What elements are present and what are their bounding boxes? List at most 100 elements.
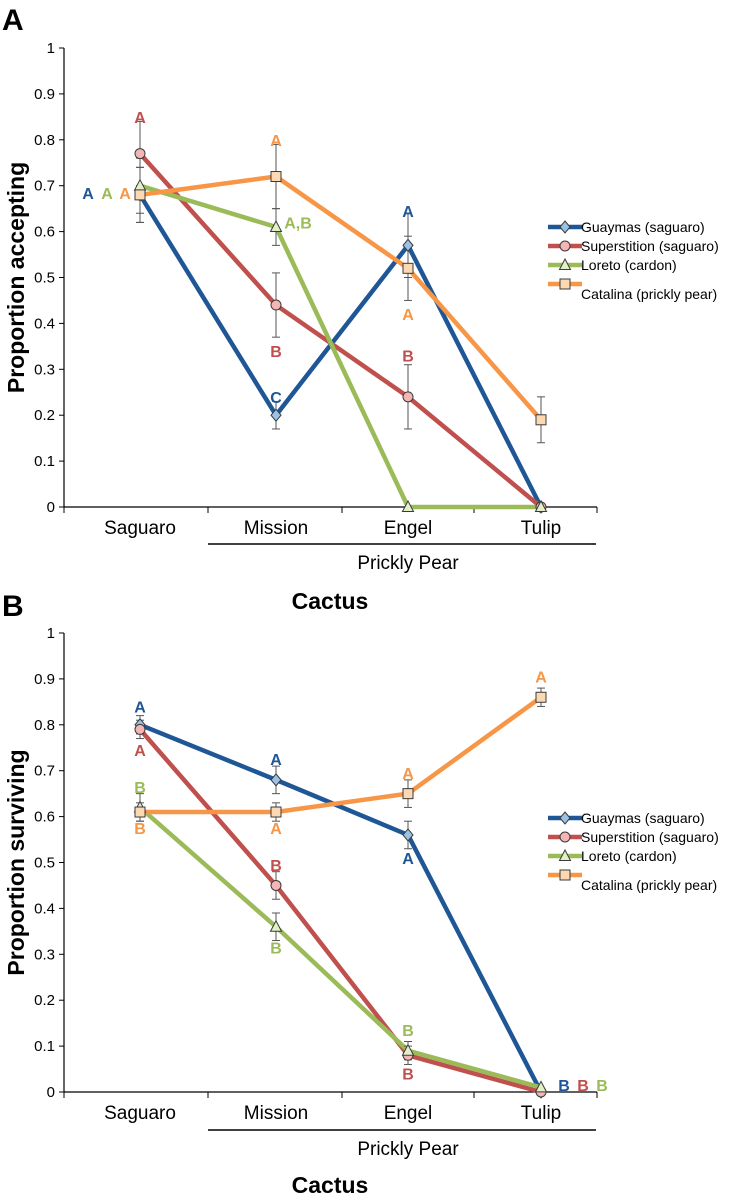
- significance-letter: B: [270, 344, 282, 361]
- legend-marker-loreto-cardon: [558, 848, 572, 861]
- point-superstition-saguaro-saguaro: [134, 148, 146, 160]
- y-tick-label: 0.5: [34, 855, 55, 872]
- significance-letter: A: [402, 204, 414, 221]
- point-loreto-cardon-tulip: [534, 499, 548, 512]
- point-guaymas-saguaro-mission: [270, 773, 282, 787]
- category-label-engel: Engel: [384, 1103, 433, 1124]
- point-loreto-cardon-mission: [269, 219, 283, 233]
- legend-marker-catalina-prickly-pear: [559, 278, 571, 290]
- y-tick-label: 0.3: [34, 361, 55, 378]
- x-axis-title: Cactus: [292, 588, 369, 614]
- point-catalina-prickly-pear-tulip: [535, 414, 547, 426]
- legend-label-loreto-cardon: Loreto (cardon): [581, 257, 677, 273]
- significance-letter: A: [82, 186, 94, 203]
- significance-letter: A: [270, 133, 282, 150]
- significance-letter: B: [577, 1078, 589, 1095]
- point-catalina-prickly-pear-tulip: [535, 691, 547, 703]
- category-label-saguaro: Saguaro: [104, 1103, 176, 1124]
- category-label-tulip: Tulip: [521, 518, 561, 539]
- legend-marker-catalina-prickly-pear: [559, 869, 571, 881]
- point-superstition-saguaro-mission: [270, 299, 282, 311]
- legend-label-guaymas-saguaro: Guaymas (saguaro): [581, 219, 705, 235]
- category-label-tulip: Tulip: [521, 1103, 561, 1124]
- significance-letter: B: [270, 940, 282, 957]
- significance-letter: B: [596, 1078, 608, 1095]
- y-tick-label: 0.7: [34, 178, 55, 195]
- significance-letter: A: [119, 186, 131, 203]
- y-tick-label: 0.3: [34, 946, 55, 963]
- y-tick-label: 1: [47, 625, 55, 642]
- significance-letter: A: [134, 110, 146, 127]
- panel-a: A 0 0.1 0.2 0.3 0.4 0.5 0.6 0.7 0.8 0.9 1 Saguaro Mis…: [2, 4, 719, 614]
- y-tick-label: 0.4: [34, 315, 55, 332]
- panel-letter: A: [2, 4, 24, 37]
- point-catalina-prickly-pear-mission: [270, 171, 282, 183]
- y-tick-label: 0.8: [34, 132, 55, 149]
- significance-letter: B: [558, 1078, 570, 1095]
- significance-letter: A: [402, 851, 414, 868]
- significance-letter: A: [101, 186, 113, 203]
- point-guaymas-saguaro-engel: [402, 238, 414, 253]
- significance-letter: A: [134, 699, 146, 716]
- point-loreto-cardon-engel: [401, 499, 415, 512]
- significance-letter: A,B: [284, 215, 312, 232]
- y-tick-label: 0.1: [34, 453, 55, 470]
- significance-letter: A: [134, 743, 146, 760]
- point-catalina-prickly-pear-engel: [402, 262, 414, 274]
- category-label-mission: Mission: [244, 1103, 308, 1124]
- y-tick-label: 0.6: [34, 809, 55, 826]
- panel-b: B 0 0.1 0.2 0.3 0.4 0.5 0.6 0.7 0.8 0.9 1 Saguaro Mis…: [2, 590, 719, 1198]
- point-guaymas-saguaro-engel: [402, 828, 414, 842]
- significance-letter: B: [270, 858, 282, 875]
- point-catalina-prickly-pear-saguaro: [134, 189, 146, 201]
- y-tick-label: 0.2: [34, 992, 55, 1009]
- significance-letter: A: [402, 766, 414, 783]
- legend-label-catalina-prickly-pear: Catalina (prickly pear): [581, 286, 717, 302]
- series-line-loreto-cardon: [138, 805, 542, 1090]
- point-catalina-prickly-pear-mission: [270, 806, 282, 818]
- significance-letter: B: [402, 1023, 414, 1040]
- y-axis-title: Proportion accepting: [3, 162, 29, 393]
- category-label-saguaro: Saguaro: [104, 518, 176, 539]
- point-superstition-saguaro-engel: [402, 391, 414, 403]
- y-tick-label: 0.5: [34, 270, 55, 287]
- legend-marker-superstition-saguaro: [559, 831, 571, 843]
- point-loreto-cardon-tulip: [534, 1080, 548, 1093]
- significance-letter: C: [270, 390, 282, 407]
- significance-letter: A: [270, 821, 282, 838]
- point-catalina-prickly-pear-engel: [402, 788, 414, 800]
- series-line-guaymas-saguaro: [139, 722, 543, 1094]
- y-tick-label: 0.7: [34, 763, 55, 780]
- series-line-superstition-saguaro: [138, 727, 542, 1095]
- legend-marker-guaymas-saguaro: [559, 220, 571, 234]
- x-axis-title: Cactus: [292, 1172, 369, 1198]
- series-line-catalina-prickly-pear: [139, 174, 543, 422]
- significance-letter: B: [134, 780, 146, 797]
- legend-label-loreto-cardon: Loreto (cardon): [581, 848, 677, 864]
- legend-marker-loreto-cardon: [558, 257, 572, 270]
- legend-marker-guaymas-saguaro: [559, 811, 571, 825]
- y-tick-label: 1: [47, 40, 55, 57]
- y-tick-label: 0.2: [34, 407, 55, 424]
- legend-label-superstition-saguaro: Superstition (saguaro): [581, 238, 719, 254]
- point-loreto-cardon-mission: [269, 919, 283, 932]
- legend-marker-superstition-saguaro: [559, 240, 571, 252]
- y-tick-label: 0: [47, 1084, 55, 1101]
- y-tick-label: 0.9: [34, 671, 55, 688]
- significance-letter: A: [402, 307, 414, 324]
- series-line-loreto-cardon: [139, 183, 541, 510]
- y-tick-label: 0.4: [34, 900, 55, 917]
- y-tick-label: 0.1: [34, 1038, 55, 1055]
- y-tick-label: 0: [47, 499, 55, 516]
- point-loreto-cardon-engel: [401, 1043, 415, 1056]
- category-label-mission: Mission: [244, 518, 308, 539]
- significance-letter: B: [402, 1067, 414, 1084]
- y-tick-label: 0.8: [34, 717, 55, 734]
- y-axis-title: Proportion surviving: [3, 749, 29, 975]
- panel-letter: B: [2, 590, 24, 623]
- significance-letter: B: [402, 349, 414, 366]
- legend-label-guaymas-saguaro: Guaymas (saguaro): [581, 810, 705, 826]
- point-superstition-saguaro-saguaro: [134, 723, 146, 735]
- series-line-superstition-saguaro: [138, 152, 543, 509]
